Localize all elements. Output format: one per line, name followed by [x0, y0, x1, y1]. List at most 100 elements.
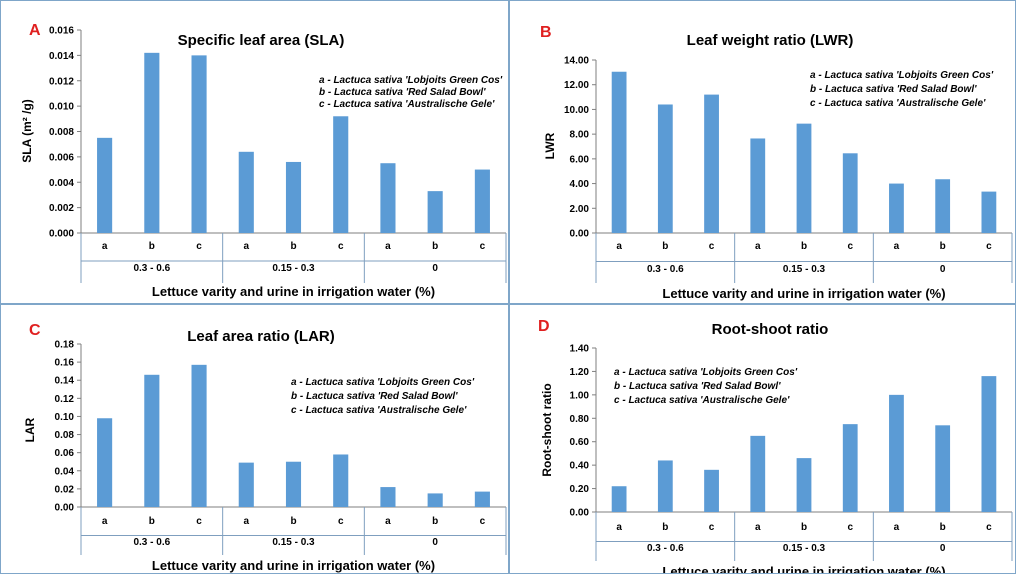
panel-letter: B: [540, 24, 552, 41]
legend-entry: a - Lactuca sativa 'Lobjoits Green Cos': [614, 367, 798, 378]
y-tick-label: 1.40: [570, 344, 590, 355]
y-tick-label: 1.00: [570, 390, 590, 401]
x-category-label: c: [986, 241, 992, 252]
bar: [935, 425, 951, 512]
bar: [191, 364, 207, 507]
panel-letter: D: [538, 318, 550, 335]
bar: [796, 458, 812, 512]
y-tick-label: 6.00: [570, 154, 590, 165]
legend-entry: a - Lactuca sativa 'Lobjoits Green Cos': [291, 377, 475, 388]
bar: [474, 491, 490, 507]
x-category-label: c: [196, 241, 202, 252]
chart-title: Leaf area ratio (LAR): [187, 328, 335, 345]
x-category-label: c: [338, 241, 344, 252]
y-tick-label: 8.00: [570, 130, 590, 141]
legend-entry: b - Lactuca sativa 'Red Salad Bowl': [810, 84, 977, 95]
x-category-label: c: [480, 241, 486, 252]
y-axis-label: LAR: [23, 417, 37, 442]
bar: [285, 161, 302, 233]
y-tick-label: 0.04: [55, 466, 75, 477]
chart-svg-B: B Leaf weight ratio (LWR) LWR 0.00 2.00 4.00 6…: [540, 24, 1013, 301]
bar: [981, 376, 997, 512]
y-tick-label: 0.002: [49, 203, 74, 214]
chart-svg-C: C Leaf area ratio (LAR) LAR 0.00 0.02 0.04 0.0…: [23, 322, 507, 573]
y-tick-label: 0.16: [55, 358, 75, 369]
chart-svg-D: D Root-shoot ratio Root-shoot ratio 0.00 0.2…: [538, 318, 1013, 574]
x-category-label: a: [243, 516, 249, 527]
x-category-label: b: [149, 241, 155, 252]
bar: [935, 179, 951, 233]
x-category-label: a: [243, 241, 249, 252]
bar: [97, 137, 113, 233]
chart-panel-C: C Leaf area ratio (LAR) LAR 0.00 0.02 0.04 0.0…: [0, 304, 509, 574]
bar: [144, 374, 160, 507]
bar: [889, 394, 904, 512]
legend-entry: c - Lactuca sativa 'Australische Gele': [291, 405, 467, 416]
bar: [750, 435, 766, 512]
x-group-label: 0.15 - 0.3: [783, 543, 826, 554]
bar: [427, 191, 443, 233]
x-category-label: b: [801, 522, 807, 533]
y-tick-label: 0.80: [570, 414, 590, 425]
y-tick-label: 10.00: [564, 105, 589, 116]
x-category-label: c: [196, 516, 202, 527]
chart-panel-B: B Leaf weight ratio (LWR) LWR 0.00 2.00 4.00 6…: [509, 0, 1016, 304]
x-group-label: 0: [432, 537, 438, 548]
y-tick-label: 0.00: [570, 508, 590, 519]
bar: [380, 487, 396, 507]
x-group-label: 0.15 - 0.3: [272, 537, 315, 548]
y-tick-label: 0.40: [570, 461, 590, 472]
x-category-label: b: [801, 241, 807, 252]
x-category-label: b: [662, 241, 668, 252]
x-category-label: c: [847, 522, 853, 533]
x-group-label: 0: [432, 263, 438, 274]
chart-panel-A: A Specific leaf area (SLA) SLA (m² /g) 0.00…: [0, 0, 509, 304]
x-category-label: a: [616, 522, 622, 533]
legend-entry: a - Lactuca sativa 'Lobjoits Green Cos': [810, 70, 994, 81]
y-tick-label: 0.000: [49, 229, 74, 240]
legend-entry: c - Lactuca sativa 'Australische Gele': [810, 98, 986, 109]
x-axis-label: Lettuce varity and urine in irrigation w…: [662, 286, 945, 301]
x-axis-label: Lettuce varity and urine in irrigation w…: [662, 564, 945, 574]
chart-panel-D: D Root-shoot ratio Root-shoot ratio 0.00 0.2…: [509, 304, 1016, 574]
y-tick-label: 0.016: [49, 26, 74, 37]
x-category-label: b: [940, 522, 946, 533]
x-category-label: c: [986, 522, 992, 533]
x-category-label: c: [709, 522, 715, 533]
bar: [191, 55, 207, 233]
x-category-label: a: [755, 241, 761, 252]
legend-entry: b - Lactuca sativa 'Red Salad Bowl': [614, 381, 781, 392]
bar: [238, 462, 254, 507]
y-tick-label: 0.004: [49, 178, 74, 189]
x-category-label: c: [847, 241, 853, 252]
y-tick-label: 1.20: [570, 367, 590, 378]
chart-title: Leaf weight ratio (LWR): [687, 32, 854, 49]
x-category-label: b: [432, 516, 438, 527]
bar: [380, 163, 396, 233]
x-category-label: a: [102, 241, 108, 252]
legend-entry: c - Lactuca sativa 'Australische Gele': [614, 395, 790, 406]
x-category-label: b: [290, 516, 296, 527]
x-category-label: b: [432, 241, 438, 252]
y-axis-label: SLA (m² /g): [20, 99, 34, 163]
x-category-label: a: [385, 241, 391, 252]
bar: [611, 71, 627, 233]
bar: [144, 52, 160, 234]
x-category-label: a: [102, 516, 108, 527]
bar: [657, 460, 673, 512]
legend-entry: a - Lactuca sativa 'Lobjoits Green Cos': [319, 75, 503, 86]
bar: [842, 424, 858, 512]
y-tick-label: 0.00: [570, 229, 590, 240]
x-category-label: a: [894, 241, 900, 252]
x-group-label: 0.3 - 0.6: [133, 263, 170, 274]
y-tick-label: 0.010: [49, 102, 74, 113]
y-tick-label: 0.18: [55, 340, 75, 351]
bar: [704, 469, 719, 512]
x-group-label: 0.3 - 0.6: [647, 264, 684, 275]
bar: [285, 461, 302, 507]
x-category-label: a: [755, 522, 761, 533]
x-group-label: 0.15 - 0.3: [783, 264, 826, 275]
x-category-label: b: [290, 241, 296, 252]
bar: [889, 183, 904, 233]
legend-entry: c - Lactuca sativa 'Australische Gele': [319, 99, 495, 110]
